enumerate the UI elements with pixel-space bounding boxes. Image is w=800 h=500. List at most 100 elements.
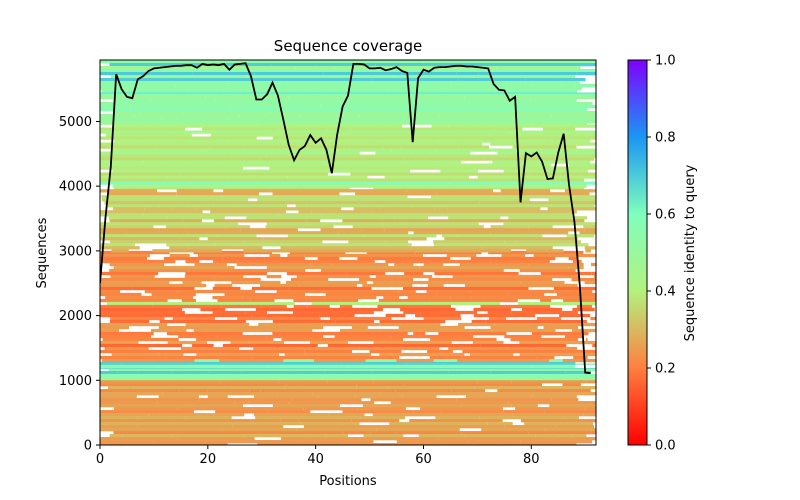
y-tick-label: 3000 [59,244,92,259]
coverage-segment [490,142,557,146]
coverage-segment [430,401,509,405]
coverage-segment [300,160,362,164]
coverage-segment [331,262,389,267]
coverage-segment [423,262,444,267]
coverage-segment [100,151,118,155]
coverage-segment [100,87,113,91]
coverage-segment [214,283,233,288]
coverage-segment [100,117,162,121]
coverage-segment [113,265,193,270]
coverage-segment [339,376,393,381]
coverage-segment [301,440,374,444]
coverage-segment [529,172,581,176]
coverage-segment [272,136,328,140]
coverage-segment [311,249,330,253]
coverage-segment [269,166,340,170]
coverage-segment [591,428,596,432]
coverage-segment [560,181,596,185]
coverage-segment [472,340,504,345]
coverage-segment [430,145,459,149]
coverage-segment [111,249,129,253]
coverage-segment [407,361,445,366]
coverage-segment [257,124,328,128]
coverage-segment [221,304,262,309]
coverage-segment [348,240,386,244]
coverage-segment [100,157,184,161]
coverage-segment [375,274,433,279]
coverage-segment [303,407,322,411]
coverage-segment [374,108,396,112]
coverage-segment [158,364,208,369]
coverage-segment [426,289,471,294]
coverage-segment [320,213,373,217]
coverage-segment [439,373,453,378]
colorbar-tick-label: 0.0 [655,439,676,454]
coverage-segment [148,413,214,417]
coverage-segment [150,72,168,76]
coverage-segment [517,186,585,190]
coverage-segment [112,184,133,188]
coverage-segment [100,127,165,131]
coverage-segment [489,316,506,321]
coverage-segment [485,319,547,324]
coverage-segment [100,349,182,354]
coverage-segment [109,262,165,267]
coverage-segment [216,75,248,79]
coverage-segment [185,425,233,429]
x-tick-label: 20 [200,452,217,467]
coverage-segment [240,228,298,232]
coverage-segment [522,307,562,312]
coverage-segment [320,268,379,273]
coverage-segment [327,343,391,348]
coverage-segment [521,419,596,423]
coverage-segment [202,124,258,128]
coverage-segment [330,87,351,91]
coverage-segment [136,60,194,64]
coverage-segment [564,63,596,67]
coverage-segment [269,111,343,115]
coverage-segment [554,376,596,381]
coverage-segment [443,99,465,103]
coverage-segment [207,395,228,399]
coverage-segment [315,63,361,67]
coverage-segment [401,72,457,76]
coverage-segment [411,246,482,250]
coverage-segment [122,434,173,438]
coverage-segment [350,392,380,396]
coverage-segment [176,189,214,193]
heatmap-band [100,358,596,381]
coverage-segment [507,60,550,64]
coverage-segment [112,87,128,91]
coverage-segment [143,160,190,164]
coverage-segment [399,392,484,396]
coverage-segment [404,222,479,226]
coverage-segment [192,240,245,244]
coverage-segment [175,111,221,115]
coverage-segment [278,380,328,384]
coverage-segment [341,361,408,366]
coverage-segment [551,114,596,118]
coverage-segment [178,334,218,339]
coverage-segment [483,157,542,161]
coverage-segment [113,207,145,211]
coverage-segment [181,81,193,85]
coverage-segment [429,120,467,124]
coverage-segment [120,361,191,366]
coverage-segment [159,277,215,282]
coverage-segment [572,307,595,312]
coverage-segment [124,93,196,97]
colorbar-tick-label: 0.4 [655,285,676,300]
coverage-segment [438,102,476,106]
coverage-segment [172,434,245,438]
coverage-segment [361,204,412,208]
coverage-segment [100,425,138,429]
coverage-segment [504,425,557,429]
coverage-segment [352,225,384,229]
coverage-segment [196,337,274,342]
coverage-segment [334,184,396,188]
coverage-segment [526,249,547,253]
coverage-segment [441,234,458,238]
coverage-segment [355,60,412,64]
coverage-segment [484,99,531,103]
coverage-segment [216,90,248,94]
